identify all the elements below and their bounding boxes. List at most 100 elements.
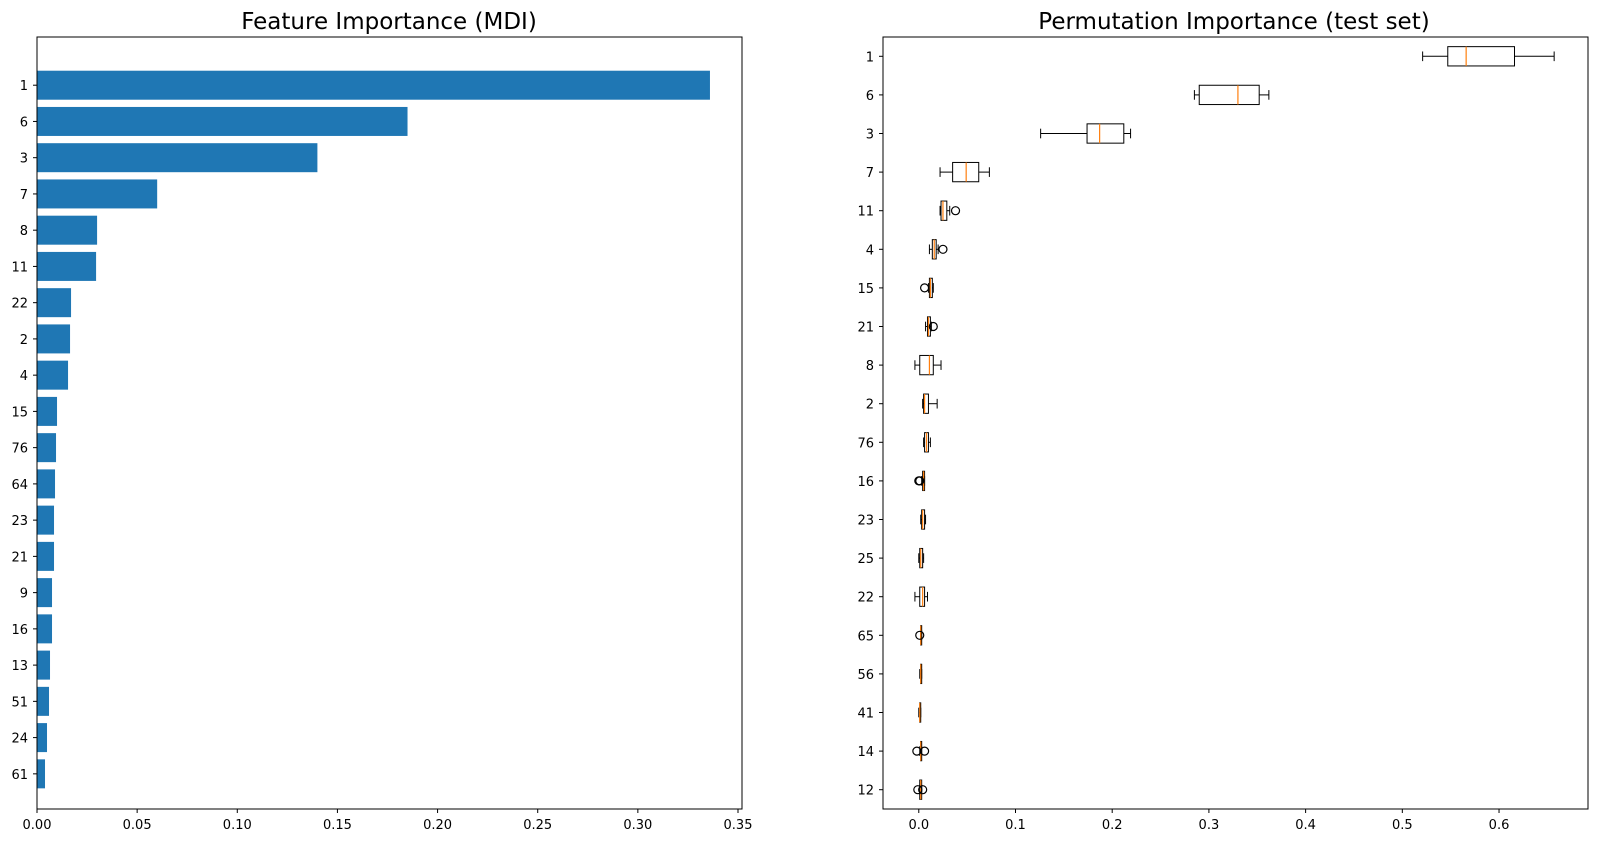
permutation-y-tick-label: 21: [857, 321, 874, 336]
mdi-bar-64: [37, 469, 56, 499]
permutation-y-tick-label: 15: [857, 282, 874, 297]
permutation-y-tick-label: 14: [857, 745, 874, 760]
flier-point: [928, 321, 938, 332]
permutation-y-tick-label: 7: [866, 166, 874, 181]
mdi-bar-21: [37, 541, 55, 571]
mdi-bar-9: [37, 578, 53, 608]
iqr-box: [923, 393, 929, 414]
permutation-y-tick-label: 65: [857, 629, 874, 644]
permutation-box-65: [915, 625, 925, 646]
mdi-bar-22: [37, 288, 72, 318]
mdi-y-tick-label: 8: [20, 224, 28, 239]
permutation-chart-title: Permutation Importance (test set): [1038, 9, 1429, 35]
permutation-box-3: [1040, 123, 1132, 144]
mdi-y-tick-label: 13: [11, 659, 28, 674]
iqr-box: [1086, 123, 1125, 144]
permutation-x-tick-label: 0.5: [1392, 818, 1413, 833]
permutation-y-tick-label: 25: [857, 552, 874, 567]
flier-point: [919, 746, 930, 756]
permutation-box-41: [918, 702, 922, 723]
permutation-y-tick-label: 23: [857, 514, 874, 529]
permutation-x-ticks: 0.0 0.1 0.2 0.3 0.4 0.5 0.6: [908, 809, 1509, 833]
mdi-x-tick-label: 0.05: [123, 818, 152, 833]
mdi-bar-61: [37, 759, 46, 789]
iqr-box: [1447, 46, 1516, 67]
mdi-y-tick-label: 21: [11, 550, 28, 565]
mdi-x-tick-label: 0.00: [23, 818, 52, 833]
mdi-y-tick-label: 64: [11, 478, 28, 493]
iqr-box: [919, 354, 934, 376]
permutation-box-22: [914, 586, 928, 607]
mdi-bar-6: [37, 106, 408, 136]
permutation-x-tick-label: 0.3: [1199, 818, 1220, 833]
mdi-x-tick-label: 0.35: [724, 818, 753, 833]
mdi-chart: Feature Importance (MDI) 163781122241576…: [11, 9, 752, 833]
mdi-bar-11: [37, 251, 97, 281]
permutation-box-56: [919, 663, 923, 685]
permutation-y-tick-label: 12: [857, 784, 874, 799]
flier-point: [950, 206, 961, 216]
permutation-box-15: [919, 277, 934, 299]
permutation-y-tick-label: 8: [866, 359, 874, 374]
mdi-y-tick-label: 22: [11, 297, 28, 312]
permutation-box-23: [920, 509, 927, 530]
mdi-y-tick-label: 9: [20, 587, 28, 602]
permutation-plot-frame: [882, 36, 1589, 810]
permutation-y-tick-label: 1: [866, 50, 874, 65]
mdi-y-tick-label: 7: [20, 188, 28, 203]
permutation-box-7: [939, 161, 990, 183]
mdi-y-tick-label: 4: [20, 369, 28, 384]
permutation-y-tick-label: 16: [857, 475, 874, 490]
permutation-box-8: [914, 354, 942, 376]
flier-point: [919, 283, 930, 293]
permutation-x-tick-label: 0.6: [1489, 818, 1510, 833]
mdi-bars: [37, 70, 710, 789]
permutation-box-12: [913, 779, 928, 800]
mdi-x-tick-label: 0.10: [223, 818, 252, 833]
permutation-box-2: [922, 393, 938, 414]
mdi-y-tick-label: 3: [20, 152, 28, 167]
mdi-bar-76: [37, 433, 57, 463]
mdi-bar-2: [37, 324, 71, 354]
flier-point: [915, 630, 925, 640]
mdi-y-tick-label: 16: [11, 623, 28, 638]
permutation-box-25: [918, 547, 925, 569]
mdi-y-tick-label: 23: [11, 514, 28, 529]
flier-point: [915, 476, 925, 486]
permutation-x-tick-label: 0.2: [1102, 818, 1123, 833]
permutation-box-4: [928, 239, 948, 260]
iqr-box: [940, 200, 948, 221]
permutation-box-11: [939, 200, 961, 221]
permutation-box-1: [1422, 46, 1555, 67]
mdi-y-tick-label: 6: [20, 115, 28, 130]
mdi-bar-15: [37, 396, 58, 426]
permutation-y-tick-label: 56: [857, 668, 874, 683]
permutation-y-tick-label: 22: [857, 591, 874, 606]
mdi-bar-4: [37, 360, 69, 390]
permutation-y-tick-label: 76: [857, 436, 874, 451]
mdi-bar-8: [37, 215, 98, 245]
permutation-y-tick-label: 2: [866, 398, 874, 413]
permutation-chart: Permutation Importance (test set) 163711…: [857, 9, 1589, 833]
mdi-bar-7: [37, 179, 158, 209]
mdi-x-tick-label: 0.20: [423, 818, 452, 833]
mdi-bar-3: [37, 143, 318, 173]
permutation-y-tick-label: 4: [866, 243, 874, 258]
mdi-y-tick-label: 51: [11, 695, 28, 710]
permutation-box-76: [923, 432, 931, 453]
permutation-box-21: [925, 316, 938, 337]
mdi-bar-13: [37, 650, 51, 680]
permutation-box-14: [912, 740, 930, 762]
mdi-y-tick-label: 24: [11, 732, 28, 747]
flier-point: [938, 244, 948, 254]
mdi-bar-23: [37, 505, 55, 535]
mdi-y-tick-label: 1: [20, 79, 28, 94]
mdi-chart-title: Feature Importance (MDI): [241, 9, 537, 35]
mdi-bar-24: [37, 723, 48, 753]
mdi-x-ticks: 0.00 0.05 0.10 0.15 0.20 0.25 0.30 0.35: [23, 809, 753, 833]
permutation-box-16: [914, 470, 926, 492]
mdi-y-tick-label: 2: [20, 333, 28, 348]
permutation-x-tick-label: 0.4: [1295, 818, 1316, 833]
